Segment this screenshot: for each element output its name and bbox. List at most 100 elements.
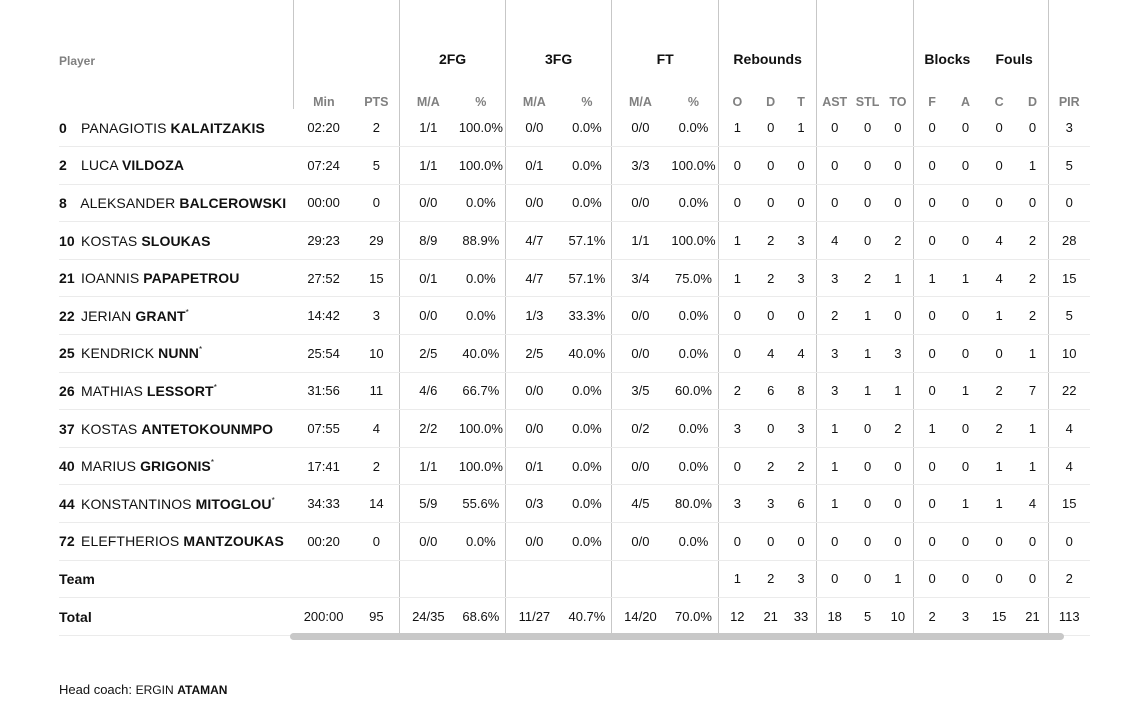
player-name-cell[interactable]: 25 KENDRICK NUNN* [59, 334, 294, 373]
header-pts[interactable]: PTS [364, 95, 389, 109]
cell-fc: 0 [980, 109, 1018, 148]
header-ast[interactable]: AST [816, 70, 853, 109]
cell-pts: 11 [353, 372, 400, 411]
cell-min: 29:23 [293, 221, 354, 260]
cell-ast: 3 [816, 334, 853, 373]
head-coach: Head coach: ERGIN ATAMAN [59, 682, 227, 697]
header-ft-ma[interactable]: M/A [611, 70, 669, 109]
player-last-name: KALAITZAKIS [170, 119, 265, 136]
player-name-cell[interactable]: 72 ELEFTHERIOS MANTZOUKAS [59, 522, 294, 561]
cell-o: 3 [718, 409, 756, 448]
cell-fd: 7 [1017, 372, 1049, 411]
cell-fc: 1 [980, 296, 1018, 336]
cell-o: 0 [718, 334, 756, 373]
player-name-cell[interactable]: 37 KOSTAS ANTETOKOUNMPO [59, 409, 294, 448]
cell-fg2-pct: 100.0% [456, 109, 506, 148]
cell-bf: 0 [912, 109, 951, 148]
player-row: 8 ALEKSANDER BALCEROWSKI 00:00 0 0/0 0.0% 0/0… [59, 184, 1090, 223]
cell-min: 14:42 [293, 296, 354, 336]
cell-ft-pct: 0.0% [668, 109, 719, 148]
cell-to: 1 [882, 259, 914, 298]
header-reb-o[interactable]: O [718, 70, 756, 109]
cell-ba: 0 [950, 296, 981, 336]
cell-fc: 0 [980, 184, 1018, 223]
cell-fd: 1 [1017, 447, 1049, 486]
header-stl[interactable]: STL [855, 95, 880, 109]
cell-t: 0 [785, 184, 817, 223]
header-pir[interactable]: PIR [1047, 70, 1090, 109]
cell-t: 3 [785, 259, 817, 298]
header-reb-d[interactable]: D [766, 95, 776, 109]
cell-bf: 0 [912, 184, 951, 223]
starter-mark: * [271, 495, 275, 505]
cell-pir: 15 [1047, 259, 1090, 298]
horizontal-scrollbar[interactable] [290, 633, 1064, 640]
cell-fg2-ma: 0/1 [399, 259, 457, 298]
player-name-cell[interactable]: 26 MATHIAS LESSORT* [59, 372, 294, 411]
cell-t: 3 [785, 560, 817, 599]
cell-stl: 1 [852, 296, 883, 336]
cell-ba: 0 [950, 109, 981, 148]
cell-empty [456, 560, 506, 599]
cell-fg3-ma: 0/0 [505, 109, 563, 148]
cell-ba: 0 [950, 560, 981, 599]
header-min[interactable]: Min [293, 70, 354, 109]
cell-fg3-ma: 0/0 [505, 522, 563, 561]
cell-pts: 0 [353, 184, 400, 223]
header-3fg-ma[interactable]: M/A [505, 70, 563, 109]
cell-d: 2 [755, 560, 786, 599]
group-header-row: 2FG 3FG FT Rebounds Blocks Fouls [59, 0, 1090, 70]
player-first-name: KONSTANTINOS [81, 495, 192, 512]
cell-o: 1 [718, 560, 756, 599]
cell-min: 00:00 [293, 184, 354, 223]
player-row: 22 JERIAN GRANT* 14:42 3 0/0 0.0% 1/3 33.3% 0/0… [59, 296, 1090, 336]
cell-fg3-pct: 0.0% [562, 109, 612, 148]
header-blocks-f[interactable]: F [912, 70, 951, 109]
cell-stl: 2 [852, 259, 883, 298]
header-2fg-ma[interactable]: M/A [399, 70, 457, 109]
player-name-cell[interactable]: 21 IOANNIS PAPAPETROU [59, 259, 294, 298]
player-row: 37 KOSTAS ANTETOKOUNMPO 07:55 4 2/2 100.0% 0/… [59, 409, 1090, 448]
header-2fg-pct[interactable]: % [475, 95, 487, 109]
player-name-cell[interactable]: 2 LUCA VILDOZA [59, 146, 294, 185]
cell-fg3-ma: 11/27 [505, 597, 563, 636]
cell-stl: 0 [852, 109, 883, 148]
cell-fd: 2 [1017, 296, 1049, 336]
cell-fg3-ma: 0/1 [505, 447, 563, 486]
header-to[interactable]: TO [889, 95, 907, 109]
cell-fg3-ma: 1/3 [505, 296, 563, 336]
cell-to: 1 [882, 560, 914, 599]
cell-pts: 2 [353, 447, 400, 486]
cell-fg2-ma: 8/9 [399, 221, 457, 260]
cell-pir: 3 [1047, 109, 1090, 148]
player-name-cell[interactable]: 8 ALEKSANDER BALCEROWSKI [59, 184, 294, 223]
player-name-cell[interactable]: 10 KOSTAS SLOUKAS [59, 221, 294, 260]
player-number: 37 [59, 420, 75, 437]
player-name-cell[interactable]: 22 JERIAN GRANT* [59, 296, 294, 336]
header-fouls-d[interactable]: D [1027, 95, 1037, 109]
cell-bf: 0 [912, 560, 951, 599]
cell-pir: 5 [1047, 146, 1090, 185]
boxscore-table: 2FG 3FG FT Rebounds Blocks Fouls Player … [59, 0, 1090, 636]
cell-d: 0 [755, 109, 786, 148]
header-reb-t[interactable]: T [797, 95, 805, 109]
player-name-cell[interactable]: 40 MARIUS GRIGONIS* [59, 447, 294, 486]
header-blocks-a[interactable]: A [960, 95, 970, 109]
player-name-cell[interactable]: 0 PANAGIOTIS KALAITZAKIS [59, 109, 294, 148]
cell-min: 07:24 [293, 146, 354, 185]
cell-ast: 2 [816, 296, 853, 336]
player-last-name: GRIGONIS [140, 458, 211, 475]
cell-pir: 4 [1047, 409, 1090, 448]
header-fouls-c[interactable]: C [994, 95, 1004, 109]
player-name-cell[interactable]: 44 KONSTANTINOS MITOGLOU* [59, 484, 294, 524]
cell-pir: 0 [1047, 184, 1090, 223]
starter-mark: * [210, 458, 215, 468]
header-3fg-pct[interactable]: % [581, 95, 593, 109]
cell-stl: 1 [852, 334, 883, 373]
header-ft-pct[interactable]: % [687, 95, 700, 109]
player-first-name: PANAGIOTIS [81, 119, 167, 136]
cell-ft-pct: 0.0% [668, 184, 719, 223]
cell-ast: 4 [816, 221, 853, 260]
cell-pts: 4 [353, 409, 400, 448]
cell-to: 0 [882, 484, 914, 524]
